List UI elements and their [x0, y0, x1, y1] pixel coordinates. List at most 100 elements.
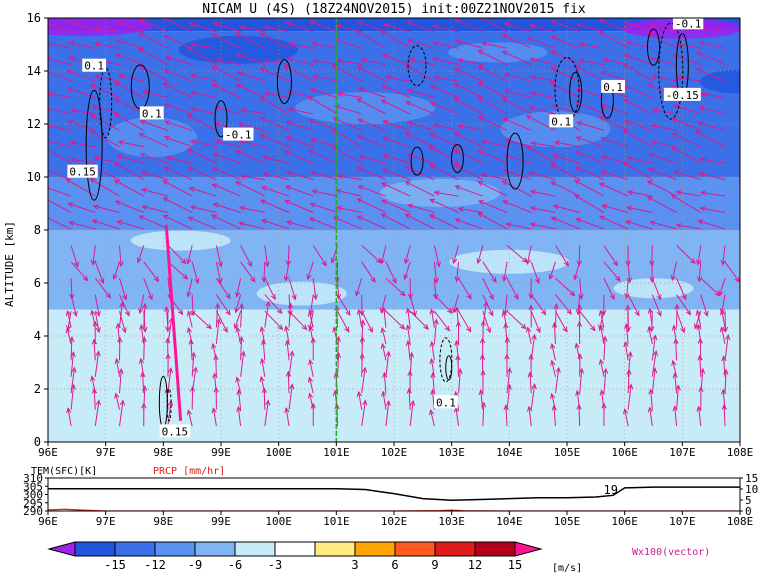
bottom-x-tick-label-9: 105E — [554, 515, 581, 528]
wind-vector-656 — [695, 309, 702, 328]
wind-vector-348 — [355, 30, 387, 49]
colorbar-high-triangle — [514, 541, 543, 557]
wind-vector-165 — [187, 166, 217, 181]
wind-vector-144 — [163, 103, 193, 115]
wind-vector-248 — [259, 32, 290, 49]
wind-vector-382 — [433, 310, 451, 332]
wind-vector-587 — [598, 215, 629, 230]
wind-vector-698 — [698, 40, 726, 49]
wind-vector-249 — [263, 24, 290, 33]
wind-vector-330 — [380, 326, 387, 345]
wind-vector-379 — [429, 340, 435, 361]
wind-vector-269 — [287, 107, 314, 115]
wind-vector-323 — [333, 38, 362, 49]
wind-vector-515 — [527, 170, 556, 181]
colorbar-bin-5 — [274, 541, 316, 557]
wind-vector-373 — [380, 30, 411, 49]
contour-7 — [407, 45, 427, 87]
wind-vector-130 — [186, 326, 193, 345]
wind-vector-408 — [452, 294, 460, 314]
wind-vector-397 — [408, 57, 435, 66]
wind-vector-653 — [697, 354, 703, 377]
wind-vector-226 — [288, 383, 295, 410]
wind-vector-696 — [695, 68, 726, 82]
wind-vector-339 — [357, 185, 387, 197]
y-tick-label-7: 14 — [27, 64, 41, 78]
wind-vector-586 — [625, 245, 631, 267]
colorbar-label-6: 6 — [391, 558, 398, 572]
left-tick-label-2: 300 — [23, 489, 43, 502]
shade-band-7 — [48, 18, 740, 32]
wind-vector-695 — [700, 91, 726, 98]
wind-vector-614 — [626, 189, 653, 197]
wind-vector-534 — [578, 278, 584, 301]
wind-vector-216 — [235, 150, 266, 164]
wind-vector-504 — [550, 343, 556, 361]
svg-text:0.15: 0.15 — [162, 425, 189, 438]
wind-vector-573 — [578, 42, 604, 49]
wind-vector-310 — [361, 261, 376, 283]
wind-vector-463 — [477, 200, 508, 213]
wind-vector-194 — [213, 105, 241, 115]
wind-vector-335 — [385, 261, 397, 284]
wind-vector-307 — [361, 310, 373, 333]
wind-vector-474 — [478, 18, 508, 33]
wind-vector-244 — [259, 96, 290, 115]
wind-vector-120 — [141, 89, 169, 98]
wind-vector-177 — [235, 376, 242, 394]
wind-vector-52 — [118, 368, 124, 394]
wind-vector-632 — [676, 310, 686, 334]
wind-vector-661 — [695, 245, 702, 266]
wind-vector-137 — [162, 214, 193, 230]
wind-vector-406 — [454, 306, 460, 328]
wind-vector-447 — [457, 58, 483, 66]
wind-vector-412 — [428, 214, 459, 230]
wind-vector-210 — [261, 261, 267, 283]
wind-vector-561 — [603, 245, 618, 267]
wind-vector-386 — [433, 245, 441, 268]
svg-text:0.1: 0.1 — [84, 60, 104, 73]
wind-vector-422 — [432, 57, 459, 66]
wind-vector-89 — [113, 179, 144, 197]
wind-vector-694 — [698, 105, 726, 115]
wind-vector-288 — [309, 202, 338, 213]
wind-vector-619 — [622, 99, 653, 115]
wind-vector-278 — [335, 352, 342, 377]
bottom-x-tick-label-6: 102E — [381, 515, 408, 528]
wind-vector-420 — [429, 84, 459, 98]
wind-vector-272 — [286, 56, 314, 66]
wind-vector-150 — [211, 407, 217, 427]
wind-vector-467 — [480, 139, 508, 148]
wind-vector-665 — [673, 170, 701, 181]
surface-annotation: 19 — [604, 483, 618, 497]
wind-vector-258 — [308, 294, 314, 315]
wind-vector-649 — [649, 23, 677, 33]
wind-vector-684 — [718, 278, 726, 297]
wind-vector-32 — [94, 311, 101, 334]
wind-vector-667 — [671, 132, 701, 148]
y-tick-label-5: 10 — [27, 170, 41, 184]
wind-vector-124 — [138, 18, 169, 33]
wind-vector-609 — [651, 278, 662, 301]
wind-vector-239 — [260, 185, 290, 197]
wind-vector-603 — [651, 350, 659, 377]
wind-vector-297 — [312, 58, 338, 66]
wind-vector-345 — [357, 87, 387, 98]
wind-vector-64 — [89, 178, 120, 197]
wind-vector-366 — [382, 154, 411, 164]
x-tick-label-6: 102E — [381, 446, 408, 459]
shade-patch-12 — [295, 92, 436, 125]
wind-vector-432 — [482, 310, 492, 334]
wind-vector-357 — [409, 310, 430, 330]
wind-vector-62 — [91, 219, 120, 230]
wind-vector-296 — [311, 74, 338, 82]
contour-5 — [214, 100, 228, 138]
wind-vector-483 — [530, 294, 547, 316]
wind-vector-184 — [234, 278, 242, 298]
wind-vector-446 — [453, 68, 484, 82]
wind-vector-172 — [186, 47, 217, 66]
wind-vector-309 — [355, 278, 363, 297]
contour-18 — [647, 28, 660, 66]
colorbar-label-8: 12 — [468, 558, 482, 572]
bottom-x-tick-label-2: 98E — [153, 515, 173, 528]
